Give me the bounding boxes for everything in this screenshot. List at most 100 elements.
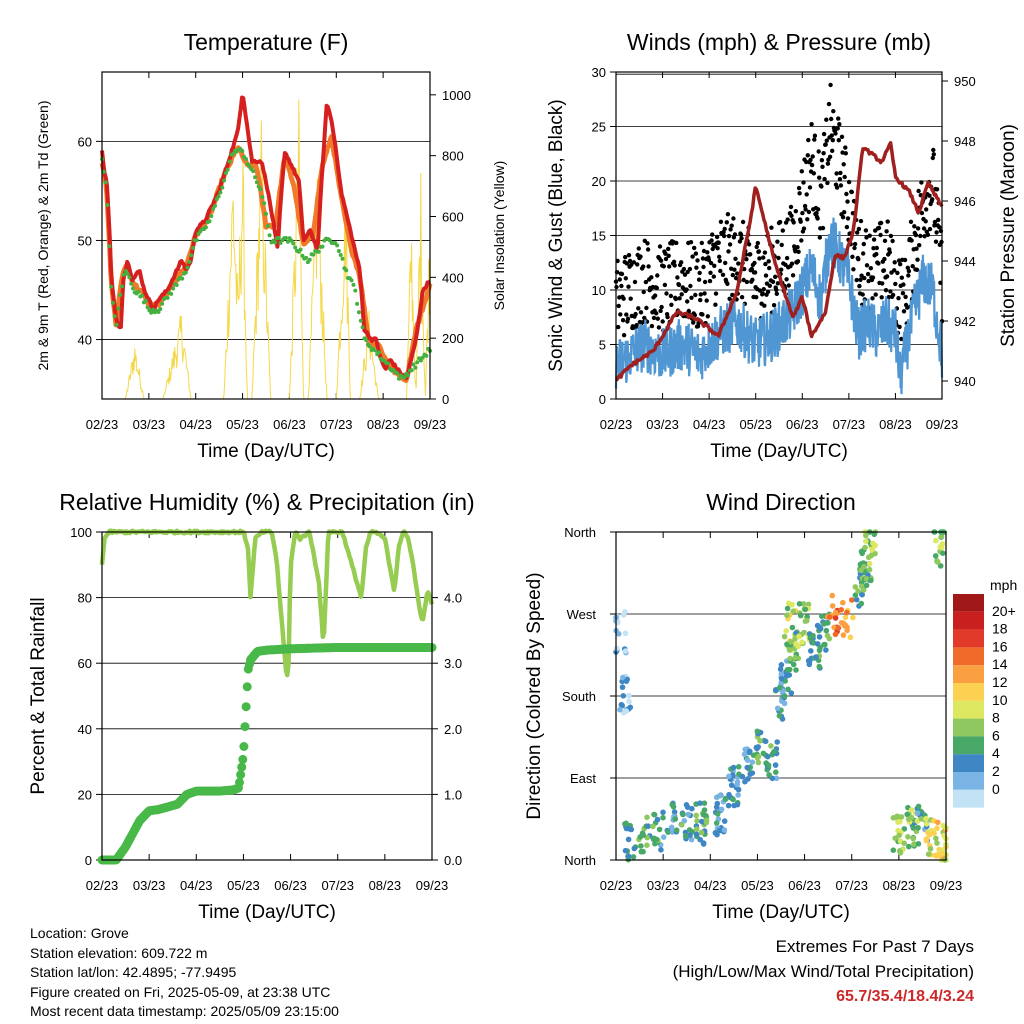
gust-point bbox=[641, 289, 646, 295]
direction-point bbox=[728, 782, 735, 788]
direction-point bbox=[905, 834, 911, 840]
direction-point bbox=[933, 835, 939, 842]
colorbar-label: 8 bbox=[992, 710, 1000, 726]
direction-point bbox=[931, 830, 937, 836]
direction-point bbox=[619, 684, 626, 690]
dewpoint-point bbox=[273, 240, 278, 245]
direction-point bbox=[773, 769, 779, 775]
dewpoint-point bbox=[240, 149, 245, 153]
gust-point bbox=[852, 241, 858, 247]
gust-point bbox=[927, 193, 932, 198]
gust-point bbox=[790, 273, 796, 278]
gust-point bbox=[888, 289, 893, 294]
direction-point bbox=[825, 620, 831, 626]
dewpoint-point bbox=[156, 310, 161, 314]
dewpoint-point bbox=[293, 245, 298, 250]
gust-point bbox=[700, 256, 706, 261]
gust-point bbox=[895, 270, 900, 276]
gust-point bbox=[662, 282, 668, 288]
gust-point bbox=[690, 254, 695, 259]
direction-point bbox=[786, 666, 793, 673]
dewpoint-point bbox=[131, 286, 135, 291]
gust-point bbox=[750, 277, 755, 282]
gust-point bbox=[675, 275, 680, 280]
x-axis-label: Time (Day/UTC) bbox=[198, 902, 336, 923]
y-axis-label: Direction (Colored By Speed) bbox=[524, 572, 545, 819]
direction-point bbox=[620, 674, 626, 681]
direction-point bbox=[697, 800, 703, 806]
direction-point bbox=[824, 632, 831, 639]
dewpoint-point bbox=[174, 283, 179, 287]
gust-point bbox=[819, 158, 825, 163]
direction-point bbox=[787, 655, 793, 662]
direction-point bbox=[792, 655, 799, 661]
plot-frame bbox=[101, 531, 433, 861]
rainfall-point bbox=[240, 722, 250, 732]
gust-point bbox=[909, 238, 914, 243]
gust-point bbox=[824, 117, 829, 122]
gust-point bbox=[804, 159, 809, 165]
direction-point bbox=[622, 821, 628, 827]
gust-point bbox=[906, 273, 911, 278]
x-tick-label: 06/23 bbox=[786, 417, 819, 432]
direction-point bbox=[897, 850, 904, 856]
dewpoint-point bbox=[258, 187, 263, 192]
gust-point bbox=[638, 310, 644, 315]
gust-point bbox=[897, 324, 902, 330]
gust-point bbox=[730, 292, 735, 298]
direction-point bbox=[626, 692, 632, 699]
gust-point bbox=[795, 259, 801, 264]
direction-point bbox=[816, 634, 823, 640]
gust-point bbox=[645, 247, 651, 252]
direction-point bbox=[622, 630, 629, 637]
gust-point bbox=[632, 279, 638, 285]
direction-point bbox=[625, 836, 632, 843]
direction-point bbox=[915, 841, 922, 847]
direction-point bbox=[685, 811, 691, 818]
gust-point bbox=[625, 316, 631, 321]
gust-point bbox=[765, 289, 771, 294]
gust-point bbox=[649, 323, 655, 329]
direction-point bbox=[842, 622, 848, 628]
gust-point bbox=[666, 253, 671, 258]
direction-point bbox=[693, 812, 699, 819]
gust-point bbox=[644, 305, 649, 311]
direction-point bbox=[620, 693, 627, 699]
direction-point bbox=[910, 835, 916, 842]
gust-point bbox=[631, 260, 637, 265]
dewpoint-point bbox=[191, 246, 196, 250]
direction-point bbox=[788, 639, 794, 645]
gust-point bbox=[805, 153, 810, 158]
y-right-tick-label: 400 bbox=[442, 270, 464, 285]
gust-point bbox=[882, 238, 888, 243]
gust-point bbox=[795, 245, 800, 250]
direction-point bbox=[741, 751, 748, 758]
dewpoint-point bbox=[209, 214, 214, 218]
direction-point bbox=[744, 757, 751, 763]
gust-point bbox=[766, 259, 771, 264]
dewpoint-point bbox=[169, 291, 174, 296]
direction-point bbox=[687, 832, 693, 838]
gust-point bbox=[908, 219, 914, 224]
gust-point bbox=[817, 175, 822, 180]
most-recent-timestamp: Most recent data timestamp: 2025/05/09 2… bbox=[30, 1003, 339, 1019]
gust-point bbox=[641, 264, 646, 269]
gust-point bbox=[732, 267, 737, 272]
gust-point bbox=[837, 122, 842, 127]
direction-point bbox=[894, 813, 900, 819]
direction-point bbox=[693, 831, 700, 838]
direction-point bbox=[871, 531, 878, 538]
direction-point bbox=[701, 807, 708, 813]
dewpoint-point bbox=[120, 284, 124, 289]
dewpoint-point bbox=[349, 278, 354, 283]
gust-point bbox=[902, 257, 908, 263]
gust-point bbox=[676, 282, 682, 288]
direction-point bbox=[765, 762, 772, 768]
rainfall-point bbox=[235, 777, 244, 787]
gust-point bbox=[931, 147, 936, 153]
x-tick-label: 06/23 bbox=[273, 417, 306, 432]
direction-point bbox=[623, 708, 630, 714]
gust-point bbox=[810, 154, 815, 159]
x-tick-label: 03/23 bbox=[133, 417, 166, 432]
